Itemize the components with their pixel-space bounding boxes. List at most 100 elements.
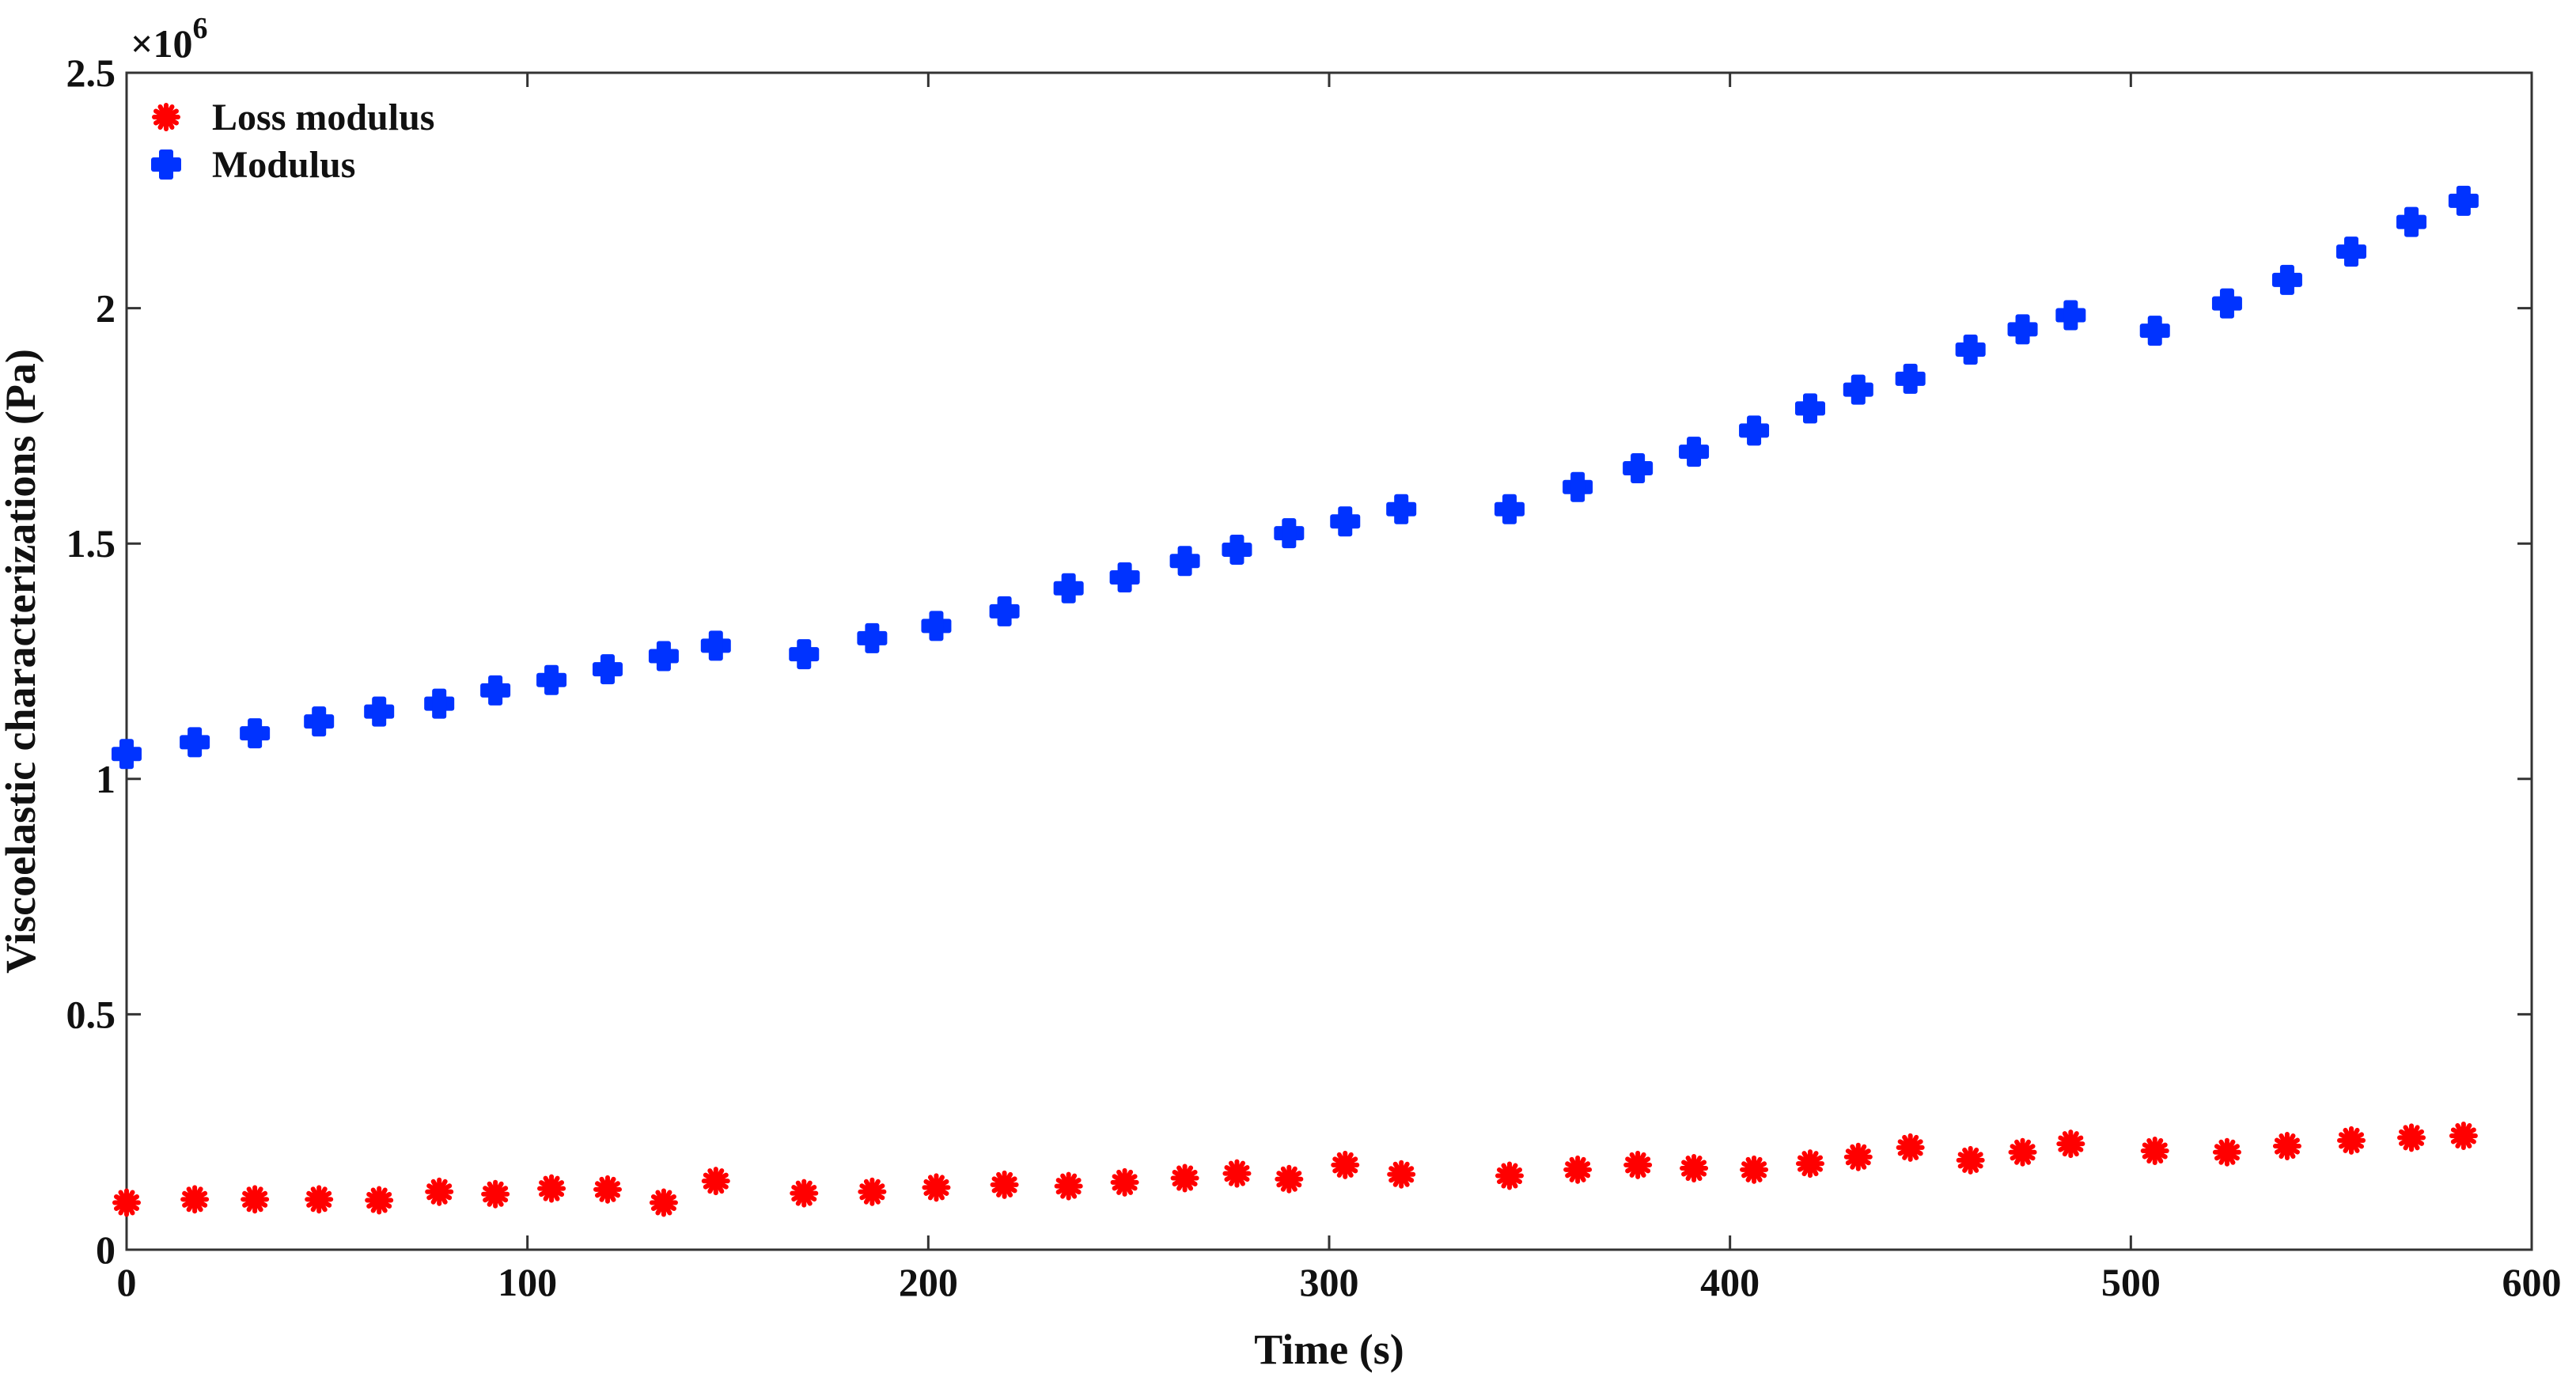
data-point-loss-modulus — [1495, 1161, 1524, 1190]
data-point-loss-modulus — [481, 1179, 510, 1209]
y-axis-label: Viscoelastic characterizations (Pa) — [0, 349, 44, 974]
data-point-loss-modulus — [701, 1167, 730, 1196]
data-point-loss-modulus — [649, 1188, 678, 1217]
data-point-modulus — [2139, 316, 2170, 346]
legend-item-loss-modulus: Loss modulus — [152, 96, 434, 138]
data-point-loss-modulus — [241, 1185, 270, 1214]
data-point-loss-modulus — [1740, 1155, 1769, 1184]
data-point-modulus — [648, 641, 679, 672]
data-point-loss-modulus — [990, 1170, 1019, 1199]
legend-item-modulus: Modulus — [151, 144, 355, 186]
y-tick-label: 1 — [96, 757, 116, 801]
data-point-loss-modulus — [858, 1177, 887, 1206]
data-point-modulus — [2007, 314, 2038, 345]
data-point-loss-modulus — [112, 1188, 141, 1217]
data-series — [112, 185, 2479, 1217]
x-tick-label: 100 — [498, 1260, 557, 1304]
data-point-modulus — [1053, 573, 1084, 603]
data-point-loss-modulus — [537, 1174, 566, 1203]
data-point-modulus — [112, 739, 142, 770]
legend-symbol-loss-modulus — [152, 103, 180, 131]
data-point-modulus — [1843, 374, 1873, 405]
data-point-modulus — [1222, 534, 1252, 565]
legend-marker-modulus — [151, 149, 181, 180]
y-tick-label: 2.5 — [66, 51, 116, 95]
y-tick-label: 0.5 — [66, 992, 116, 1036]
data-point-modulus — [1386, 494, 1417, 524]
data-point-modulus — [180, 727, 210, 758]
data-point-loss-modulus — [1275, 1164, 1304, 1194]
data-point-loss-modulus — [1170, 1163, 1199, 1193]
legend-label-loss-modulus: Loss modulus — [212, 96, 434, 138]
data-point-modulus — [789, 639, 820, 670]
data-point-modulus — [2448, 185, 2479, 216]
data-point-loss-modulus — [2272, 1132, 2301, 1161]
data-point-modulus — [2271, 264, 2302, 295]
x-axis-label: Time (s) — [1254, 1326, 1404, 1373]
data-point-modulus — [1109, 562, 1140, 593]
axis-ticks: 0 100 200 300 400 500 600 0 0.5 1 1.5 2 2.5 — [66, 51, 2562, 1304]
data-point-loss-modulus — [425, 1177, 454, 1206]
data-point-loss-modulus — [1222, 1159, 1252, 1188]
data-point-loss-modulus — [922, 1173, 951, 1202]
plot-area-frame — [125, 71, 2533, 1251]
data-point-modulus — [304, 706, 335, 737]
data-point-modulus — [2211, 288, 2242, 319]
data-point-loss-modulus — [2337, 1126, 2366, 1155]
data-point-loss-modulus — [1054, 1171, 1083, 1201]
data-point-loss-modulus — [790, 1179, 819, 1208]
data-point-loss-modulus — [593, 1175, 622, 1204]
data-point-loss-modulus — [1956, 1145, 1985, 1175]
x-tick-label: 400 — [1700, 1260, 1760, 1304]
data-point-modulus — [1494, 494, 1525, 524]
data-point-modulus — [240, 718, 271, 749]
y-tick-label: 0 — [96, 1228, 116, 1272]
series-loss-modulus — [112, 1121, 2478, 1217]
data-point-modulus — [1739, 415, 1770, 446]
data-point-loss-modulus — [180, 1185, 210, 1214]
legend-label-modulus: Modulus — [212, 144, 355, 186]
data-point-modulus — [2336, 236, 2366, 267]
legend-marker-loss-modulus — [152, 103, 180, 131]
data-point-modulus — [1169, 546, 1200, 577]
data-point-loss-modulus — [305, 1185, 334, 1214]
data-point-loss-modulus — [2140, 1137, 2169, 1166]
data-point-modulus — [2055, 300, 2086, 331]
y-tick-label: 2 — [96, 286, 116, 331]
data-point-modulus — [1679, 437, 1710, 467]
data-point-modulus — [1623, 452, 1654, 483]
y-tick-label: 1.5 — [66, 521, 116, 566]
x-tick-label: 200 — [899, 1260, 958, 1304]
data-point-loss-modulus — [1331, 1150, 1360, 1179]
data-point-modulus — [1955, 334, 1986, 365]
series-modulus — [112, 185, 2479, 770]
data-point-modulus — [700, 630, 731, 661]
y-axis-multiplier: ×106 — [131, 12, 208, 66]
x-tick-label: 300 — [1300, 1260, 1359, 1304]
data-point-loss-modulus — [1563, 1155, 1593, 1184]
data-point-loss-modulus — [2212, 1137, 2241, 1167]
data-point-loss-modulus — [1387, 1160, 1416, 1189]
data-point-modulus — [1563, 471, 1593, 502]
data-point-modulus — [536, 664, 567, 695]
data-point-modulus — [857, 622, 888, 653]
data-point-modulus — [989, 596, 1020, 626]
data-point-modulus — [1274, 518, 1305, 549]
data-point-loss-modulus — [1110, 1167, 1139, 1197]
data-point-modulus — [1330, 506, 1361, 537]
data-point-loss-modulus — [2397, 1123, 2426, 1152]
data-point-loss-modulus — [2008, 1137, 2037, 1167]
data-point-modulus — [1895, 363, 1926, 394]
data-point-modulus — [2396, 206, 2426, 237]
data-point-loss-modulus — [1843, 1142, 1873, 1171]
x-tick-label: 0 — [117, 1260, 137, 1304]
data-point-modulus — [1795, 393, 1825, 424]
data-point-modulus — [424, 688, 455, 719]
x-tick-label: 500 — [2101, 1260, 2161, 1304]
x-tick-label: 600 — [2502, 1260, 2562, 1304]
data-point-loss-modulus — [2449, 1121, 2478, 1150]
data-point-loss-modulus — [1796, 1149, 1824, 1179]
data-point-modulus — [921, 611, 952, 641]
data-point-loss-modulus — [365, 1186, 394, 1215]
